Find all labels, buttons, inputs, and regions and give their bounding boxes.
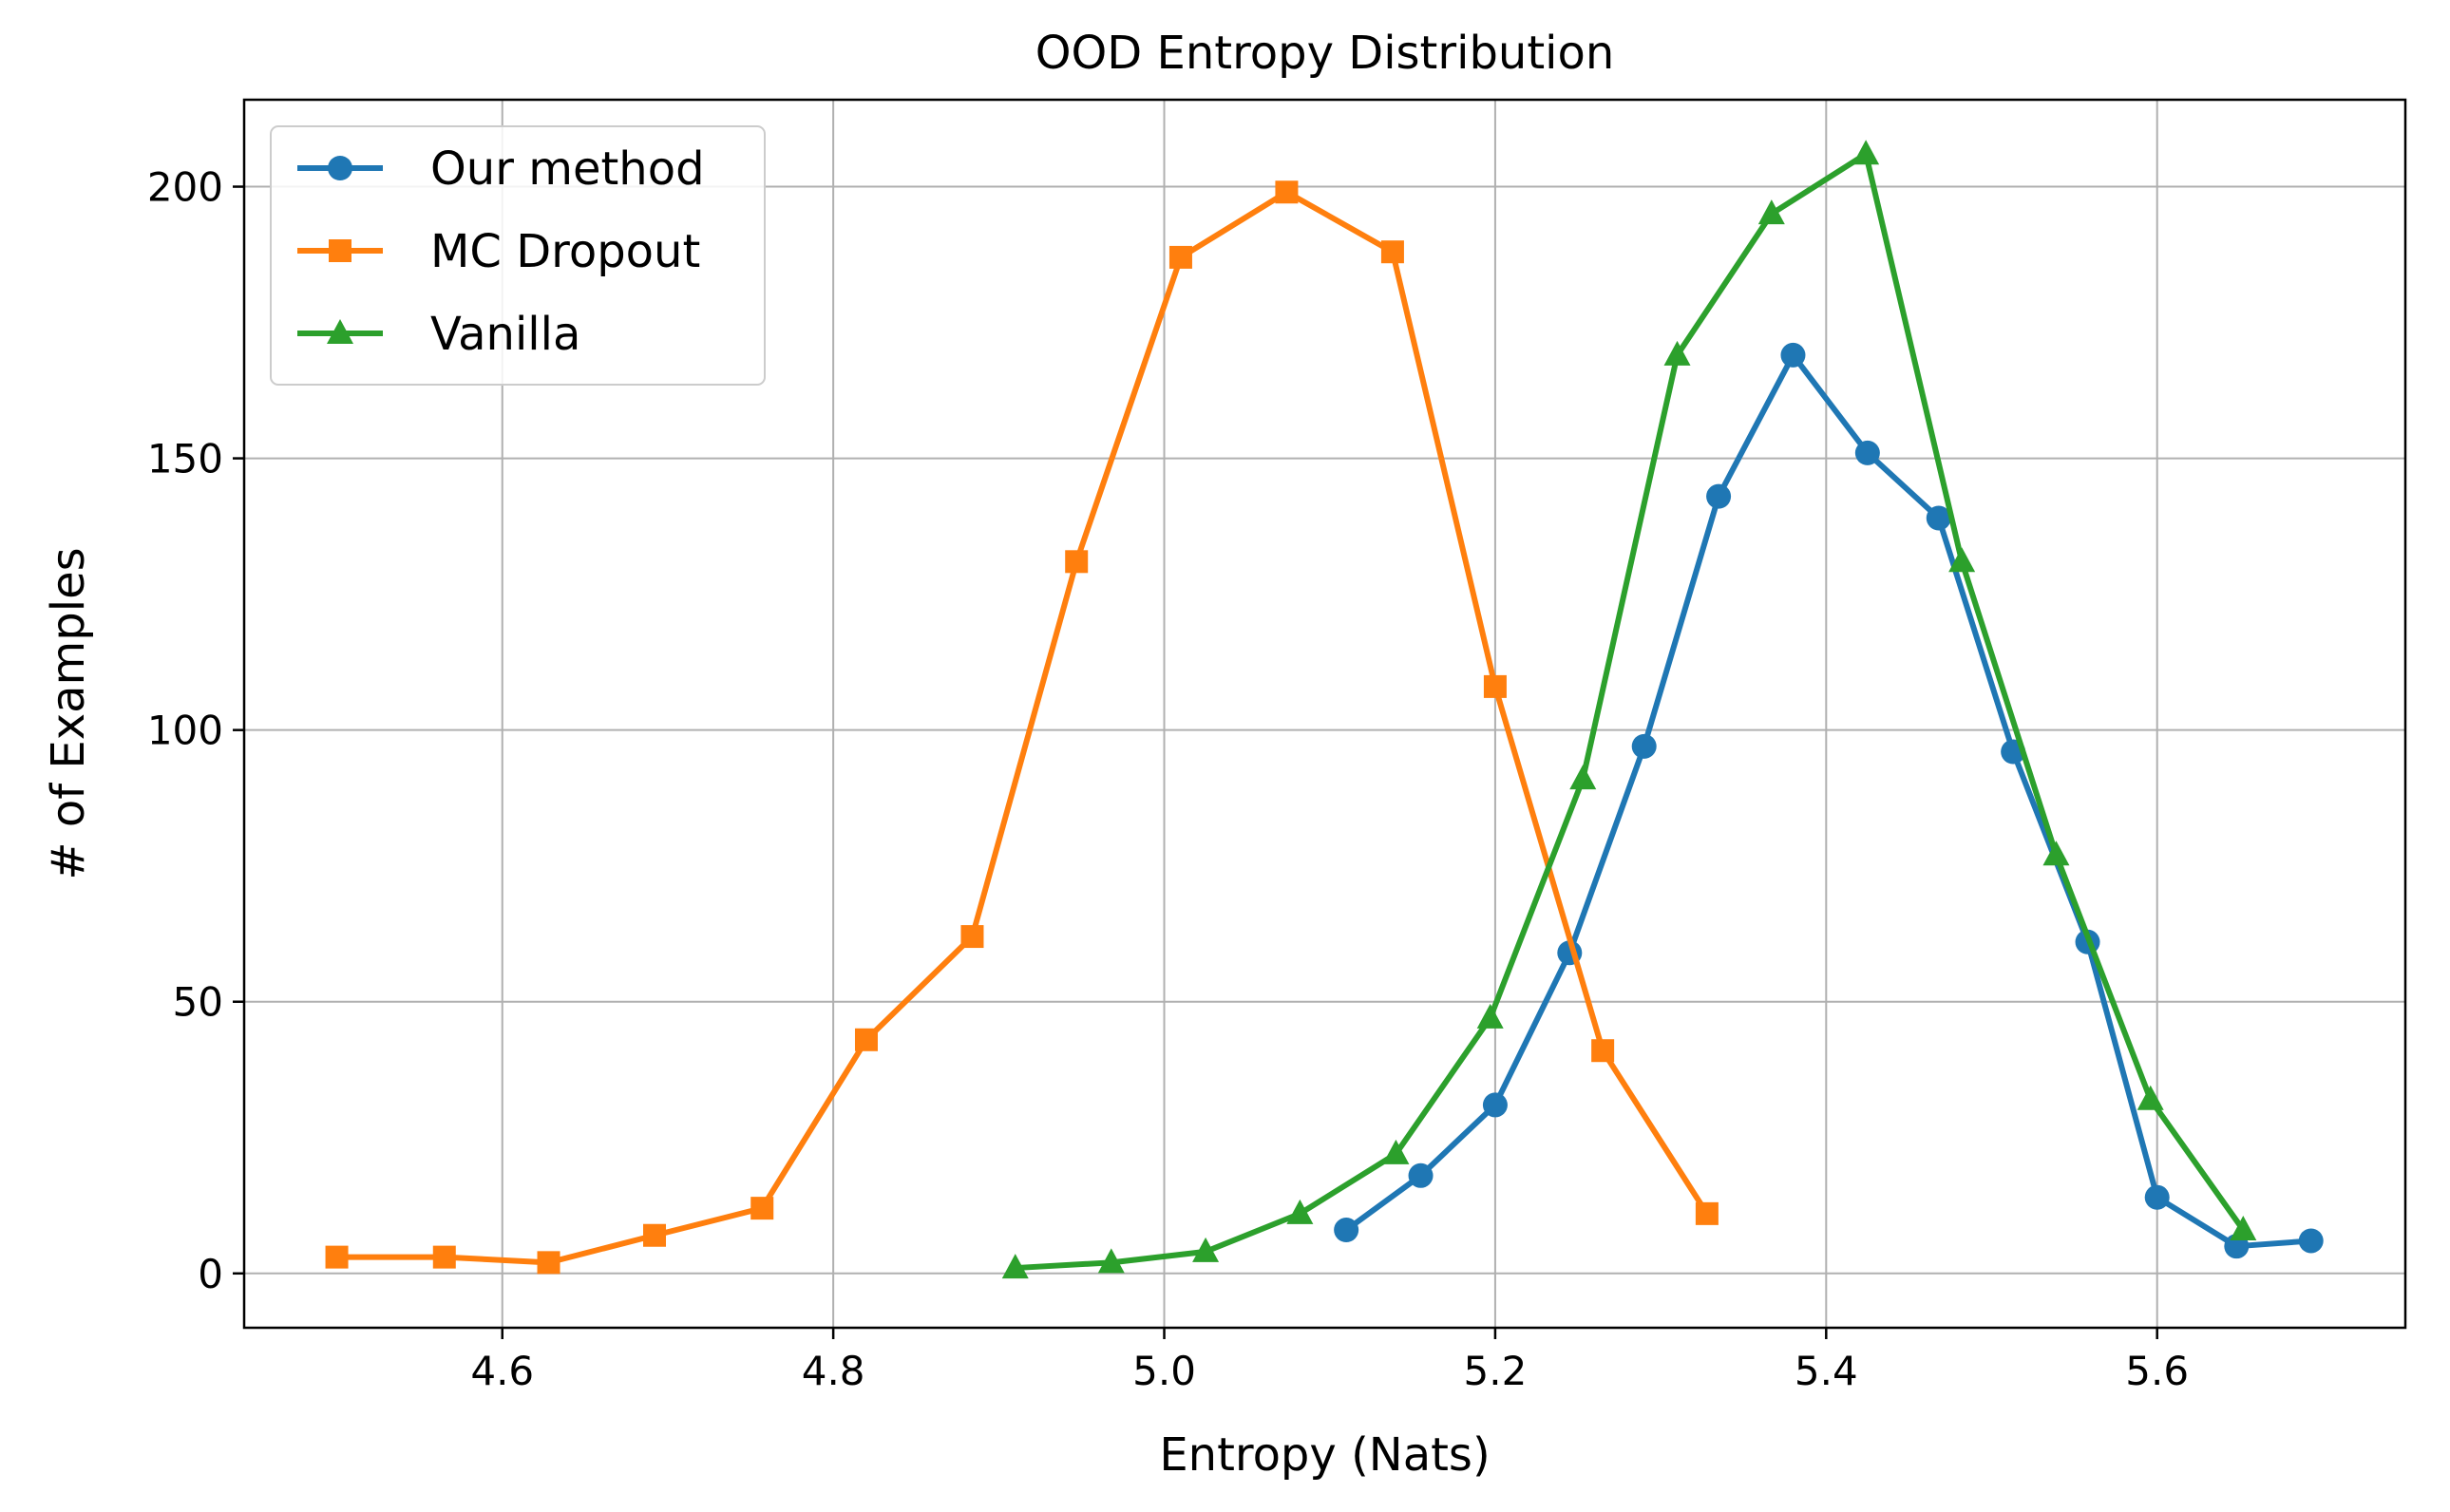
x-tick-label: 5.0 [1132,1348,1196,1394]
legend-marker [329,239,351,262]
legend-box [270,125,766,386]
data-point-vanilla [1948,547,1976,573]
legend-label: Our method [430,142,705,196]
data-point-mc-dropout [1483,674,1507,698]
data-point-vanilla [2230,1216,2257,1241]
data-point-vanilla [1852,140,1880,165]
data-point-our-method [2298,1228,2324,1254]
data-point-vanilla [1001,1254,1029,1279]
legend-item-vanilla: Vanilla [297,308,580,361]
legend-marker [327,319,353,344]
legend-label: Vanilla [430,308,580,361]
series-our-method [1334,342,2324,1259]
data-point-our-method [1631,733,1657,759]
data-point-mc-dropout [325,1245,349,1269]
data-point-our-method [2144,1184,2170,1210]
data-point-vanilla [1757,199,1785,225]
legend-item-our-method: Our method [297,142,705,196]
series-mc-dropout [325,180,1719,1275]
data-point-vanilla [1286,1199,1314,1224]
chart-title: OOD Entropy Distribution [1035,27,1615,80]
x-tick-label: 5.4 [1795,1348,1858,1394]
data-point-mc-dropout [537,1251,560,1275]
data-point-vanilla [1663,340,1691,366]
y-tick-label: 100 [147,708,223,754]
series-line-our-method [1343,351,2314,1250]
legend-label: MC Dropout [430,225,700,278]
y-axis-label: # of Examples [42,547,95,879]
y-tick-label: 150 [147,436,223,482]
data-point-vanilla [1192,1237,1220,1262]
x-tick-label: 5.2 [1464,1348,1528,1394]
data-point-vanilla [1569,765,1597,790]
data-point-mc-dropout [960,925,984,949]
plot-frame [242,98,2407,1330]
x-tick-label: 4.8 [802,1348,865,1394]
legend-item-mc-dropout: MC Dropout [297,225,700,278]
legend: Our method MC Dropout Vanilla [270,125,766,386]
data-point-vanilla [2137,1085,2164,1110]
data-point-our-method [1854,440,1880,465]
series-group [325,140,2324,1279]
data-point-mc-dropout [1168,245,1192,269]
data-point-mc-dropout [643,1223,667,1247]
data-point-our-method [1334,1218,1359,1243]
x-tick-label: 5.6 [2125,1348,2189,1394]
data-point-vanilla [1097,1248,1125,1274]
data-point-mc-dropout [750,1197,774,1220]
x-axis-label: Entropy (Nats) [1159,1428,1490,1482]
data-point-mc-dropout [1275,180,1299,204]
legend-marker [328,156,352,180]
data-point-our-method [1706,483,1732,509]
data-point-mc-dropout [1695,1201,1719,1225]
data-point-mc-dropout [1065,550,1089,574]
data-point-our-method [1408,1162,1434,1188]
axis-ticks: 4.6 4.8 5.0 5.2 5.4 5.6 0 50 100 150 200 [147,164,2189,1394]
data-point-mc-dropout [854,1028,878,1051]
series-line-vanilla [1012,151,2247,1272]
data-point-mc-dropout [1591,1039,1615,1063]
y-tick-label: 50 [173,979,223,1026]
data-point-our-method [1926,505,1951,531]
data-point-vanilla [1476,1003,1504,1029]
data-point-our-method [1482,1092,1508,1118]
series-line-mc-dropout [333,189,1710,1266]
y-tick-label: 200 [147,164,223,211]
x-tick-label: 4.6 [470,1348,534,1394]
data-point-vanilla [2042,841,2070,866]
series-vanilla [1001,140,2257,1279]
data-point-vanilla [1382,1139,1410,1164]
data-point-mc-dropout [1380,240,1404,264]
data-point-mc-dropout [432,1245,456,1269]
y-tick-label: 0 [198,1251,223,1297]
data-point-our-method [1780,342,1806,368]
